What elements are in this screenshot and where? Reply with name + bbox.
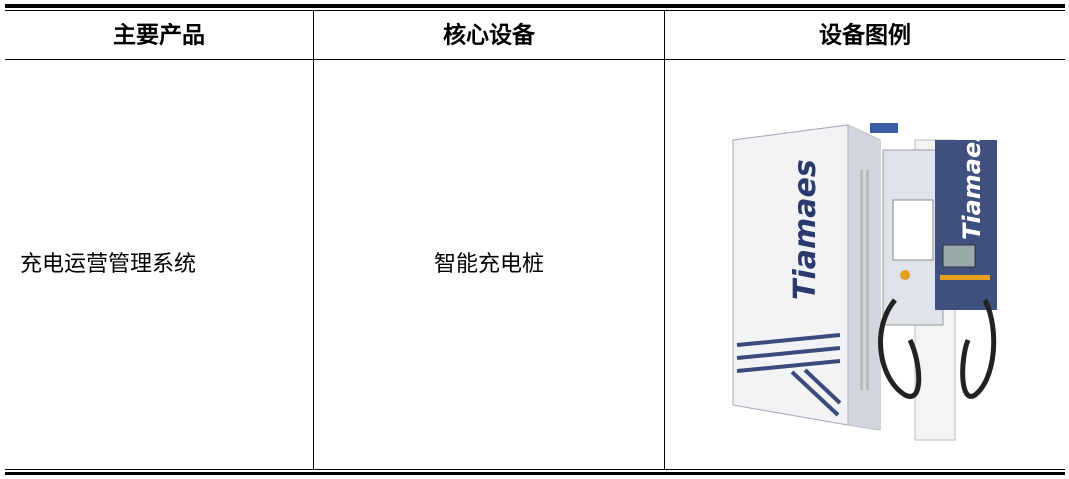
header-cell: 核心设备 xyxy=(443,22,536,49)
device-image: Tiamaes Tiamaes xyxy=(732,123,997,441)
header-cell: 设备图例 xyxy=(819,22,911,49)
image-label: Tiamaes xyxy=(958,127,986,240)
image-label: Tiamaes xyxy=(788,159,823,300)
header-cell: 主要产品 xyxy=(113,22,205,49)
table-rules xyxy=(5,4,1065,475)
cell: 充电运营管理系统 xyxy=(20,251,196,276)
cell: 智能充电桩 xyxy=(434,251,544,276)
